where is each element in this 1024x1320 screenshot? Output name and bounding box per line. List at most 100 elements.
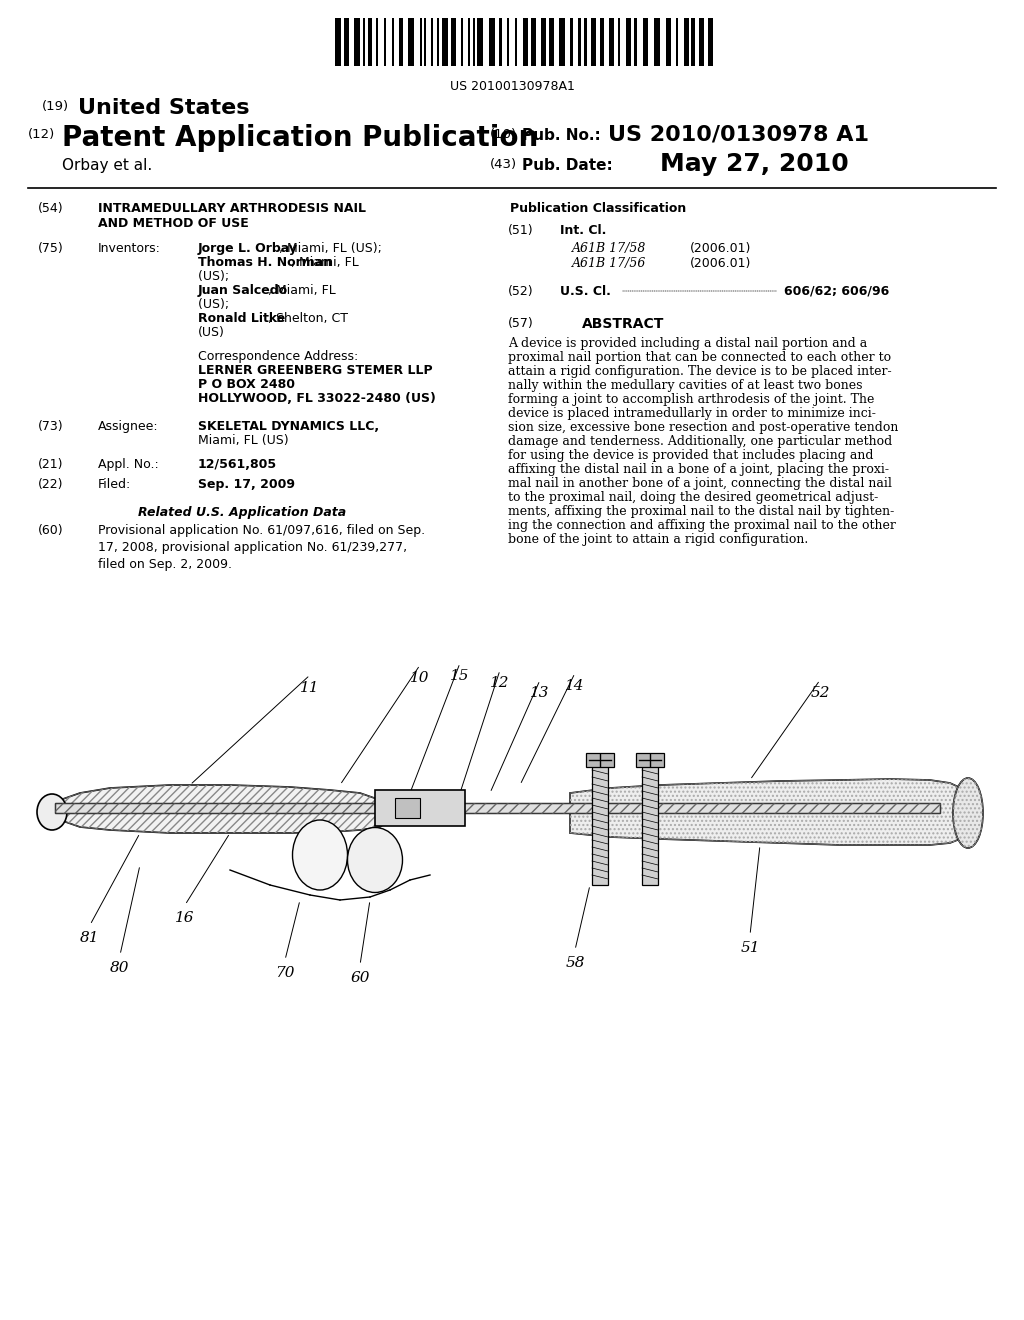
Bar — [549, 18, 554, 66]
Bar — [473, 18, 475, 66]
Text: , Miami, FL (US);: , Miami, FL (US); — [280, 242, 382, 255]
Text: (21): (21) — [38, 458, 63, 471]
Text: HOLLYWOOD, FL 33022-2480 (US): HOLLYWOOD, FL 33022-2480 (US) — [198, 392, 436, 405]
Text: Related U.S. Application Data: Related U.S. Application Data — [138, 506, 346, 519]
Ellipse shape — [293, 820, 347, 890]
Text: (12): (12) — [28, 128, 55, 141]
Bar — [354, 18, 360, 66]
Text: 58: 58 — [565, 956, 585, 970]
Text: US 20100130978A1: US 20100130978A1 — [450, 81, 574, 92]
Text: (US);: (US); — [198, 271, 233, 282]
Text: (52): (52) — [508, 285, 534, 298]
Bar — [362, 18, 365, 66]
Ellipse shape — [347, 828, 402, 892]
Text: 51: 51 — [740, 941, 760, 954]
Text: Provisional application No. 61/097,616, filed on Sep.
17, 2008, provisional appl: Provisional application No. 61/097,616, … — [98, 524, 425, 572]
Text: US 2010/0130978 A1: US 2010/0130978 A1 — [608, 124, 869, 144]
Text: LERNER GREENBERG STEMER LLP: LERNER GREENBERG STEMER LLP — [198, 364, 432, 378]
Bar — [431, 18, 433, 66]
Bar — [384, 18, 386, 66]
Bar — [55, 803, 385, 813]
Text: 70: 70 — [275, 966, 295, 979]
Bar — [477, 18, 483, 66]
Bar — [507, 18, 509, 66]
Bar — [642, 766, 658, 884]
Text: Int. Cl.: Int. Cl. — [560, 224, 606, 238]
Bar — [523, 18, 528, 66]
Text: (19): (19) — [42, 100, 70, 114]
Text: 12: 12 — [490, 676, 510, 690]
Text: , Miami, FL: , Miami, FL — [267, 284, 335, 297]
Text: for using the device is provided that includes placing and: for using the device is provided that in… — [508, 449, 873, 462]
Text: Patent Application Publication: Patent Application Publication — [62, 124, 539, 152]
Text: Inventors:: Inventors: — [98, 242, 161, 255]
Bar — [399, 18, 403, 66]
Text: attain a rigid configuration. The device is to be placed inter-: attain a rigid configuration. The device… — [508, 366, 892, 378]
Text: A61B 17/58: A61B 17/58 — [572, 242, 646, 255]
Text: mal nail in another bone of a joint, connecting the distal nail: mal nail in another bone of a joint, con… — [508, 477, 892, 490]
Text: 60: 60 — [350, 972, 370, 985]
Text: Pub. No.:: Pub. No.: — [522, 128, 601, 143]
Text: to the proximal nail, doing the desired geometrical adjust-: to the proximal nail, doing the desired … — [508, 491, 879, 504]
Text: 81: 81 — [80, 931, 99, 945]
Text: proximal nail portion that can be connected to each other to: proximal nail portion that can be connec… — [508, 351, 891, 364]
Text: Correspondence Address:: Correspondence Address: — [198, 350, 358, 363]
Text: nally within the medullary cavities of at least two bones: nally within the medullary cavities of a… — [508, 379, 862, 392]
Bar — [708, 18, 713, 66]
Text: 14: 14 — [565, 678, 585, 693]
Text: Filed:: Filed: — [98, 478, 131, 491]
Bar — [559, 18, 565, 66]
Ellipse shape — [953, 777, 983, 847]
Text: sion size, excessive bone resection and post-operative tendon: sion size, excessive bone resection and … — [508, 421, 898, 434]
Bar — [335, 18, 341, 66]
Bar — [666, 18, 671, 66]
Bar — [375, 789, 465, 826]
Bar — [592, 766, 608, 884]
Bar — [437, 18, 439, 66]
Bar — [460, 803, 940, 813]
Text: A device is provided including a distal nail portion and a: A device is provided including a distal … — [508, 337, 867, 350]
Text: 606/62; 606/96: 606/62; 606/96 — [784, 285, 889, 298]
Text: bone of the joint to attain a rigid configuration.: bone of the joint to attain a rigid conf… — [508, 533, 808, 546]
Text: 15: 15 — [451, 669, 470, 682]
Bar — [499, 18, 502, 66]
Bar — [376, 18, 378, 66]
Text: ments, affixing the proximal nail to the distal nail by tighten-: ments, affixing the proximal nail to the… — [508, 506, 894, 517]
Text: 80: 80 — [111, 961, 130, 975]
Bar — [636, 752, 664, 767]
Bar — [684, 18, 689, 66]
Bar — [368, 18, 372, 66]
Text: (10): (10) — [490, 128, 517, 141]
Text: (US): (US) — [198, 326, 225, 339]
Text: ing the connection and affixing the proximal nail to the other: ing the connection and affixing the prox… — [508, 519, 896, 532]
Bar — [55, 803, 385, 813]
Text: AND METHOD OF USE: AND METHOD OF USE — [98, 216, 249, 230]
Bar — [395, 799, 420, 818]
Bar — [344, 18, 349, 66]
Polygon shape — [570, 779, 972, 845]
Text: United States: United States — [78, 98, 250, 117]
Text: 12/561,805: 12/561,805 — [198, 458, 278, 471]
Text: Thomas H. Norman: Thomas H. Norman — [198, 256, 332, 269]
Bar — [634, 18, 637, 66]
Bar — [570, 18, 573, 66]
Text: (2006.01): (2006.01) — [690, 242, 752, 255]
Bar — [420, 18, 422, 66]
Bar — [586, 752, 614, 767]
Text: 10: 10 — [411, 671, 430, 685]
Text: Miami, FL (US): Miami, FL (US) — [198, 434, 289, 447]
Text: Assignee:: Assignee: — [98, 420, 159, 433]
Text: (51): (51) — [508, 224, 534, 238]
Text: SKELETAL DYNAMICS LLC,: SKELETAL DYNAMICS LLC, — [198, 420, 379, 433]
Text: affixing the distal nail in a bone of a joint, placing the proxi-: affixing the distal nail in a bone of a … — [508, 463, 889, 477]
Text: Appl. No.:: Appl. No.: — [98, 458, 159, 471]
Text: , Miami, FL: , Miami, FL — [291, 256, 358, 269]
Bar — [392, 18, 394, 66]
Bar — [699, 18, 705, 66]
Text: forming a joint to accomplish arthrodesis of the joint. The: forming a joint to accomplish arthrodesi… — [508, 393, 874, 407]
Text: (75): (75) — [38, 242, 63, 255]
Bar — [468, 18, 470, 66]
Text: May 27, 2010: May 27, 2010 — [660, 152, 849, 176]
Bar — [442, 18, 449, 66]
Bar — [424, 18, 426, 66]
